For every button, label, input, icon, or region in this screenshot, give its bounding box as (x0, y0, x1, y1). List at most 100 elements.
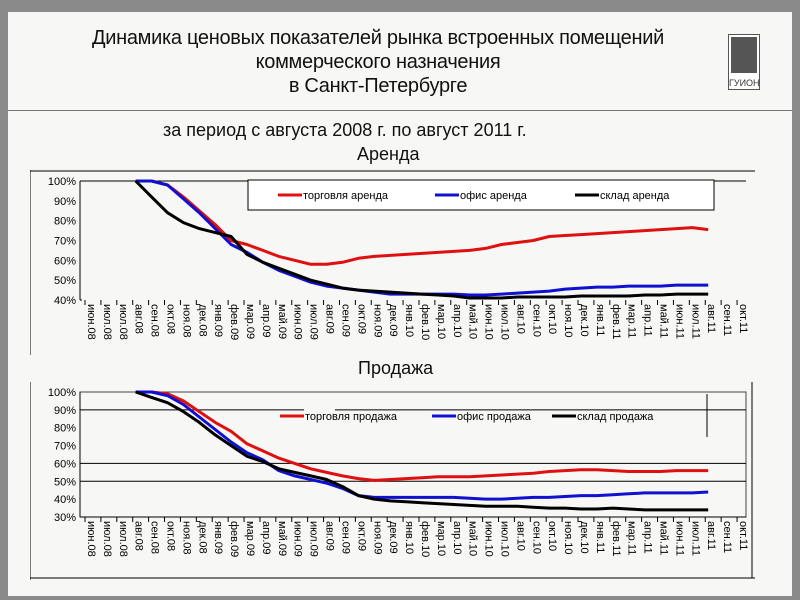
legend-label: склад аренда (600, 190, 670, 202)
x-tick-label: мар.10 (435, 521, 447, 556)
x-tick-label: дек.09 (387, 304, 399, 337)
x-tick-label: окт.08 (165, 521, 177, 551)
page-title: Динамика ценовых показателей рынка встро… (8, 26, 748, 98)
x-tick-label: дек.10 (578, 304, 590, 337)
series-line-2 (135, 390, 709, 512)
y-tick-label: 30% (54, 512, 76, 524)
x-tick-label: мар.11 (626, 304, 638, 338)
x-tick-label: авг.10 (514, 304, 526, 334)
x-tick-label: июн.11 (673, 304, 685, 339)
x-tick-label: мар.10 (435, 304, 447, 339)
series-line-2 (134, 179, 709, 300)
x-tick-label: июн.11 (673, 521, 685, 556)
legend-label: офис продажа (457, 411, 532, 423)
chart-title-sale: Продажа (358, 358, 434, 378)
x-tick-label: ноя.08 (180, 304, 192, 337)
x-tick-label: окт.11 (737, 304, 749, 333)
x-tick-label: окт.10 (546, 521, 558, 551)
y-tick-label: 100% (48, 387, 76, 399)
series-line-0 (135, 390, 709, 482)
x-tick-label: июл.08 (101, 304, 113, 340)
x-tick-label: сен.10 (530, 304, 542, 337)
x-tick-label: сен.09 (339, 521, 351, 554)
x-tick-label: апр.11 (642, 304, 654, 337)
y-tick-label: 50% (54, 476, 76, 488)
x-tick-label: фев.10 (419, 304, 431, 340)
x-tick-label: сен.08 (149, 521, 161, 554)
x-tick-label: май.11 (658, 304, 670, 338)
x-tick-label: мар.09 (244, 304, 256, 339)
x-tick-label: июл.08 (101, 521, 113, 557)
x-tick-label: янв.10 (403, 304, 415, 337)
x-tick-label: май.10 (467, 304, 479, 339)
x-tick-label: окт.08 (165, 304, 177, 334)
x-tick-label: апр.10 (451, 304, 463, 337)
y-tick-label: 60% (54, 255, 76, 267)
x-tick-label: фев.09 (228, 521, 240, 557)
y-tick-label: 80% (54, 423, 76, 435)
header-divider (8, 110, 792, 111)
legend-label: торговля аренда (303, 190, 389, 202)
x-tick-label: ноя.10 (562, 304, 574, 337)
legend-label: торговля продажа (305, 411, 398, 423)
x-tick-label: авг.08 (133, 304, 145, 334)
guion-logo: ГУИОН (728, 34, 760, 90)
x-tick-label: сен.11 (721, 521, 733, 553)
x-tick-label: янв.09 (212, 304, 224, 337)
x-tick-label: июл.11 (689, 304, 701, 339)
y-tick-label: 50% (54, 275, 76, 287)
y-tick-label: 80% (54, 216, 76, 228)
x-tick-label: авг.09 (324, 304, 336, 334)
x-tick-label: ноя.09 (371, 304, 383, 337)
x-tick-label: апр.10 (451, 521, 463, 554)
title-line-1: Динамика ценовых показателей рынка встро… (92, 27, 664, 49)
x-tick-label: апр.11 (642, 521, 654, 554)
x-tick-label: дек.10 (578, 521, 590, 554)
x-tick-label: сен.11 (721, 304, 733, 336)
y-tick-label: 70% (54, 441, 76, 453)
x-tick-label: сен.08 (149, 304, 161, 337)
x-tick-label: окт.09 (355, 304, 367, 334)
y-tick-label: 40% (54, 494, 76, 506)
x-tick-label: сен.10 (530, 521, 542, 554)
x-tick-label: ноя.10 (562, 521, 574, 554)
x-tick-label: ноя.08 (180, 521, 192, 554)
y-tick-label: 90% (54, 196, 76, 208)
x-tick-label: июн.09 (292, 304, 304, 340)
x-tick-label: май.09 (276, 304, 288, 339)
legend-label: склад продажа (577, 411, 654, 423)
y-tick-label: 40% (54, 295, 76, 307)
chart-title-rent: Аренда (357, 144, 420, 164)
x-tick-label: авг.09 (324, 521, 336, 551)
y-tick-label: 90% (54, 405, 76, 417)
x-tick-label: июн.10 (483, 521, 495, 557)
x-tick-label: окт.09 (355, 521, 367, 551)
y-tick-label: 60% (54, 458, 76, 470)
x-tick-label: апр.09 (260, 304, 272, 337)
x-tick-label: мар.09 (244, 521, 256, 556)
x-tick-label: дек.08 (196, 521, 208, 554)
x-tick-label: янв.09 (212, 521, 224, 554)
x-tick-label: янв.11 (594, 304, 606, 336)
x-tick-label: сен.09 (339, 304, 351, 337)
x-tick-label: мар.11 (626, 521, 638, 555)
period-subtitle: за период с августа 2008 г. по август 20… (163, 120, 527, 140)
x-tick-label: авг.11 (705, 521, 717, 550)
x-tick-label: июл.11 (689, 521, 701, 556)
y-tick-label: 70% (54, 236, 76, 248)
x-tick-label: окт.11 (737, 521, 749, 550)
x-tick-label: окт.10 (546, 304, 558, 334)
logo-text: ГУИОН (729, 78, 760, 88)
x-tick-label: май.11 (658, 521, 670, 555)
x-tick-label: июл.10 (498, 521, 510, 557)
legend-label: офис аренда (460, 190, 528, 202)
x-tick-label: дек.08 (196, 304, 208, 337)
x-tick-label: июл.10 (498, 304, 510, 340)
building-icon (731, 37, 757, 73)
x-tick-label: фев.09 (228, 304, 240, 340)
title-line-3: в Санкт-Петербурге (288, 75, 468, 97)
x-tick-label: фев.11 (610, 304, 622, 340)
x-tick-label: июн.10 (483, 304, 495, 340)
rent-chart: 100% 90% 80% 70% 60% 50% 40% июн.08 июл.08 июл.08… (30, 170, 755, 355)
x-tick-label: май.10 (467, 521, 479, 556)
